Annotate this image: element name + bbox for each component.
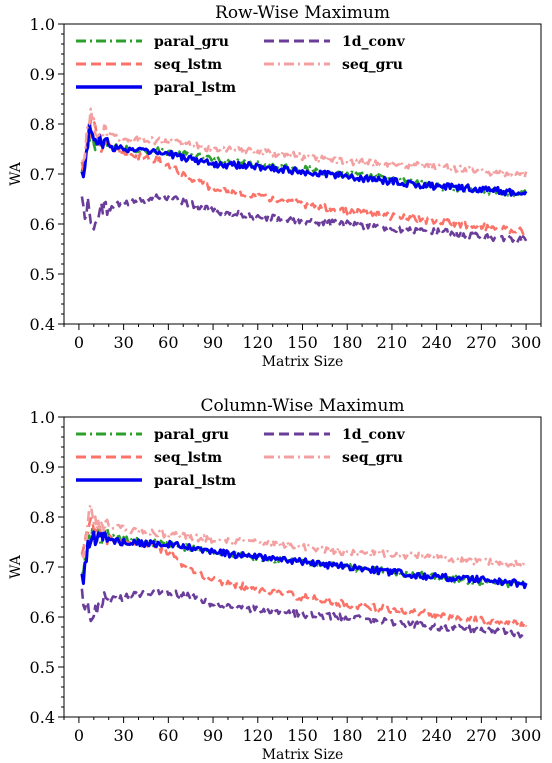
y-tick-label: 0.5 xyxy=(30,265,55,284)
x-axis-label: Matrix Size xyxy=(262,747,344,763)
legend-label-paral-lstm: paral_lstm xyxy=(154,473,236,489)
series-line-seq-gru xyxy=(81,107,528,179)
series-line-1d-conv xyxy=(80,587,527,639)
y-tick-label: 0.6 xyxy=(30,215,55,234)
y-tick-label: 0.4 xyxy=(30,315,55,334)
x-tick-label: 0 xyxy=(74,333,84,352)
y-axis-label: WA xyxy=(8,554,24,579)
y-tick-label: 0.7 xyxy=(30,165,55,184)
series-line-paral-lstm xyxy=(80,529,528,590)
plot-frame xyxy=(63,23,542,325)
chart-column-wise-maximum: Column-Wise Maximum 0.4 0.5 0.6 0.7 0.8 0.9 1.0… xyxy=(8,396,542,763)
x-tick-label: 120 xyxy=(243,726,274,745)
x-tick-label: 270 xyxy=(466,333,497,352)
x-tick-label: 150 xyxy=(287,726,318,745)
y-tick-label: 0.8 xyxy=(30,508,55,527)
legend-label-paral-gru: paral_gru xyxy=(154,427,229,443)
x-tick-label: 210 xyxy=(377,726,408,745)
x-tick-label: 90 xyxy=(203,333,223,352)
x-tick-label: 30 xyxy=(113,726,133,745)
legend-label-1d-conv: 1d_conv xyxy=(342,427,406,443)
x-tick-label: 60 xyxy=(158,726,178,745)
y-tick-label: 1.0 xyxy=(30,408,55,427)
series-line-seq-lstm xyxy=(80,117,527,235)
x-tick-label: 180 xyxy=(332,333,363,352)
y-tick-label: 0.4 xyxy=(30,708,55,727)
legend-label-paral-gru: paral_gru xyxy=(154,34,229,50)
x-tick-label: 210 xyxy=(377,333,408,352)
y-tick-label: 0.5 xyxy=(30,658,55,677)
x-tick-label: 240 xyxy=(421,333,452,352)
y-tick-label: 0.8 xyxy=(30,115,55,134)
y-tick-label: 0.7 xyxy=(30,558,55,577)
plot-frame xyxy=(63,416,542,718)
x-tick-label: 150 xyxy=(287,333,318,352)
y-tick-label: 0.6 xyxy=(30,608,55,627)
legend-label-seq-lstm: seq_lstm xyxy=(154,450,222,466)
legend-label-seq-gru: seq_gru xyxy=(342,450,403,466)
x-tick-label: 300 xyxy=(511,726,542,745)
series-line-1d-conv xyxy=(80,193,528,244)
y-axis-label: WA xyxy=(8,161,24,186)
x-tick-label: 300 xyxy=(511,333,542,352)
legend-label-paral-lstm: paral_lstm xyxy=(154,80,236,96)
x-tick-label: 270 xyxy=(466,726,497,745)
legend-label-1d-conv: 1d_conv xyxy=(342,34,406,50)
series-line-seq-gru xyxy=(80,503,527,569)
x-tick-label: 90 xyxy=(203,726,223,745)
x-tick-label: 0 xyxy=(74,726,84,745)
x-tick-label: 180 xyxy=(332,726,363,745)
x-tick-label: 120 xyxy=(243,333,274,352)
x-tick-label: 30 xyxy=(113,333,133,352)
chart-row-wise-maximum: Row-Wise Maximum 0.4 0.5 0.6 0.7 0.8 0.9 1.0 0 30… xyxy=(8,3,542,370)
x-tick-label: 240 xyxy=(421,726,452,745)
series-line-paral-lstm xyxy=(80,122,528,197)
chart-title: Column-Wise Maximum xyxy=(200,396,404,416)
y-tick-label: 1.0 xyxy=(30,15,55,34)
y-tick-label: 0.9 xyxy=(30,65,55,84)
legend-label-seq-gru: seq_gru xyxy=(342,57,403,73)
chart-title: Row-Wise Maximum xyxy=(215,3,390,23)
x-axis-label: Matrix Size xyxy=(262,354,344,370)
y-tick-label: 0.9 xyxy=(30,458,55,477)
series-line-seq-lstm xyxy=(80,517,528,629)
x-tick-label: 60 xyxy=(158,333,178,352)
legend-label-seq-lstm: seq_lstm xyxy=(154,57,222,73)
